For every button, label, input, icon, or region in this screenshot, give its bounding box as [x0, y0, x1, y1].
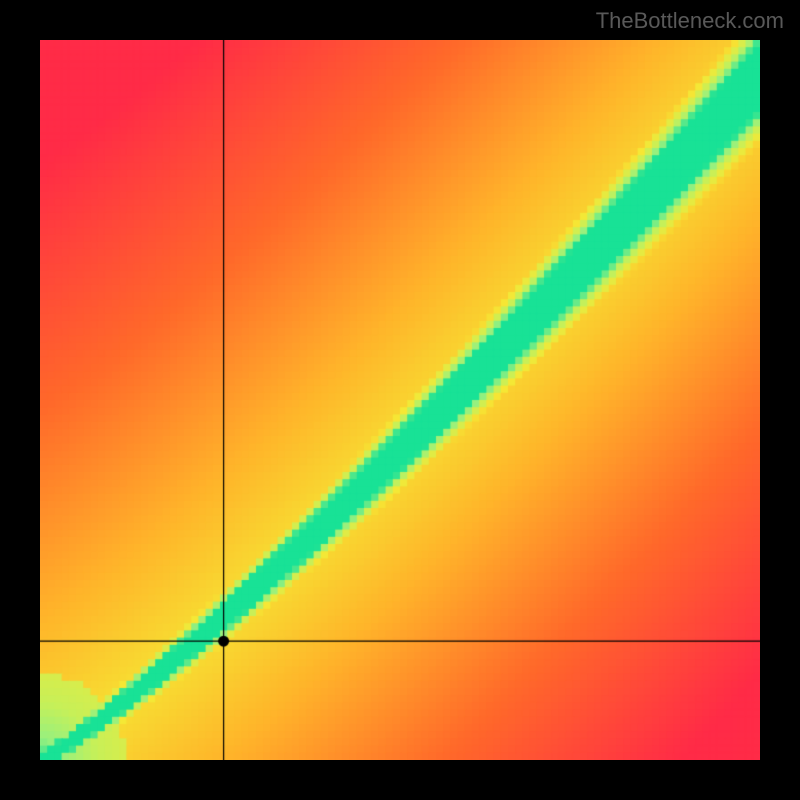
watermark-text: TheBottleneck.com	[596, 8, 784, 34]
chart-container: TheBottleneck.com	[0, 0, 800, 800]
bottleneck-heatmap	[40, 40, 760, 760]
